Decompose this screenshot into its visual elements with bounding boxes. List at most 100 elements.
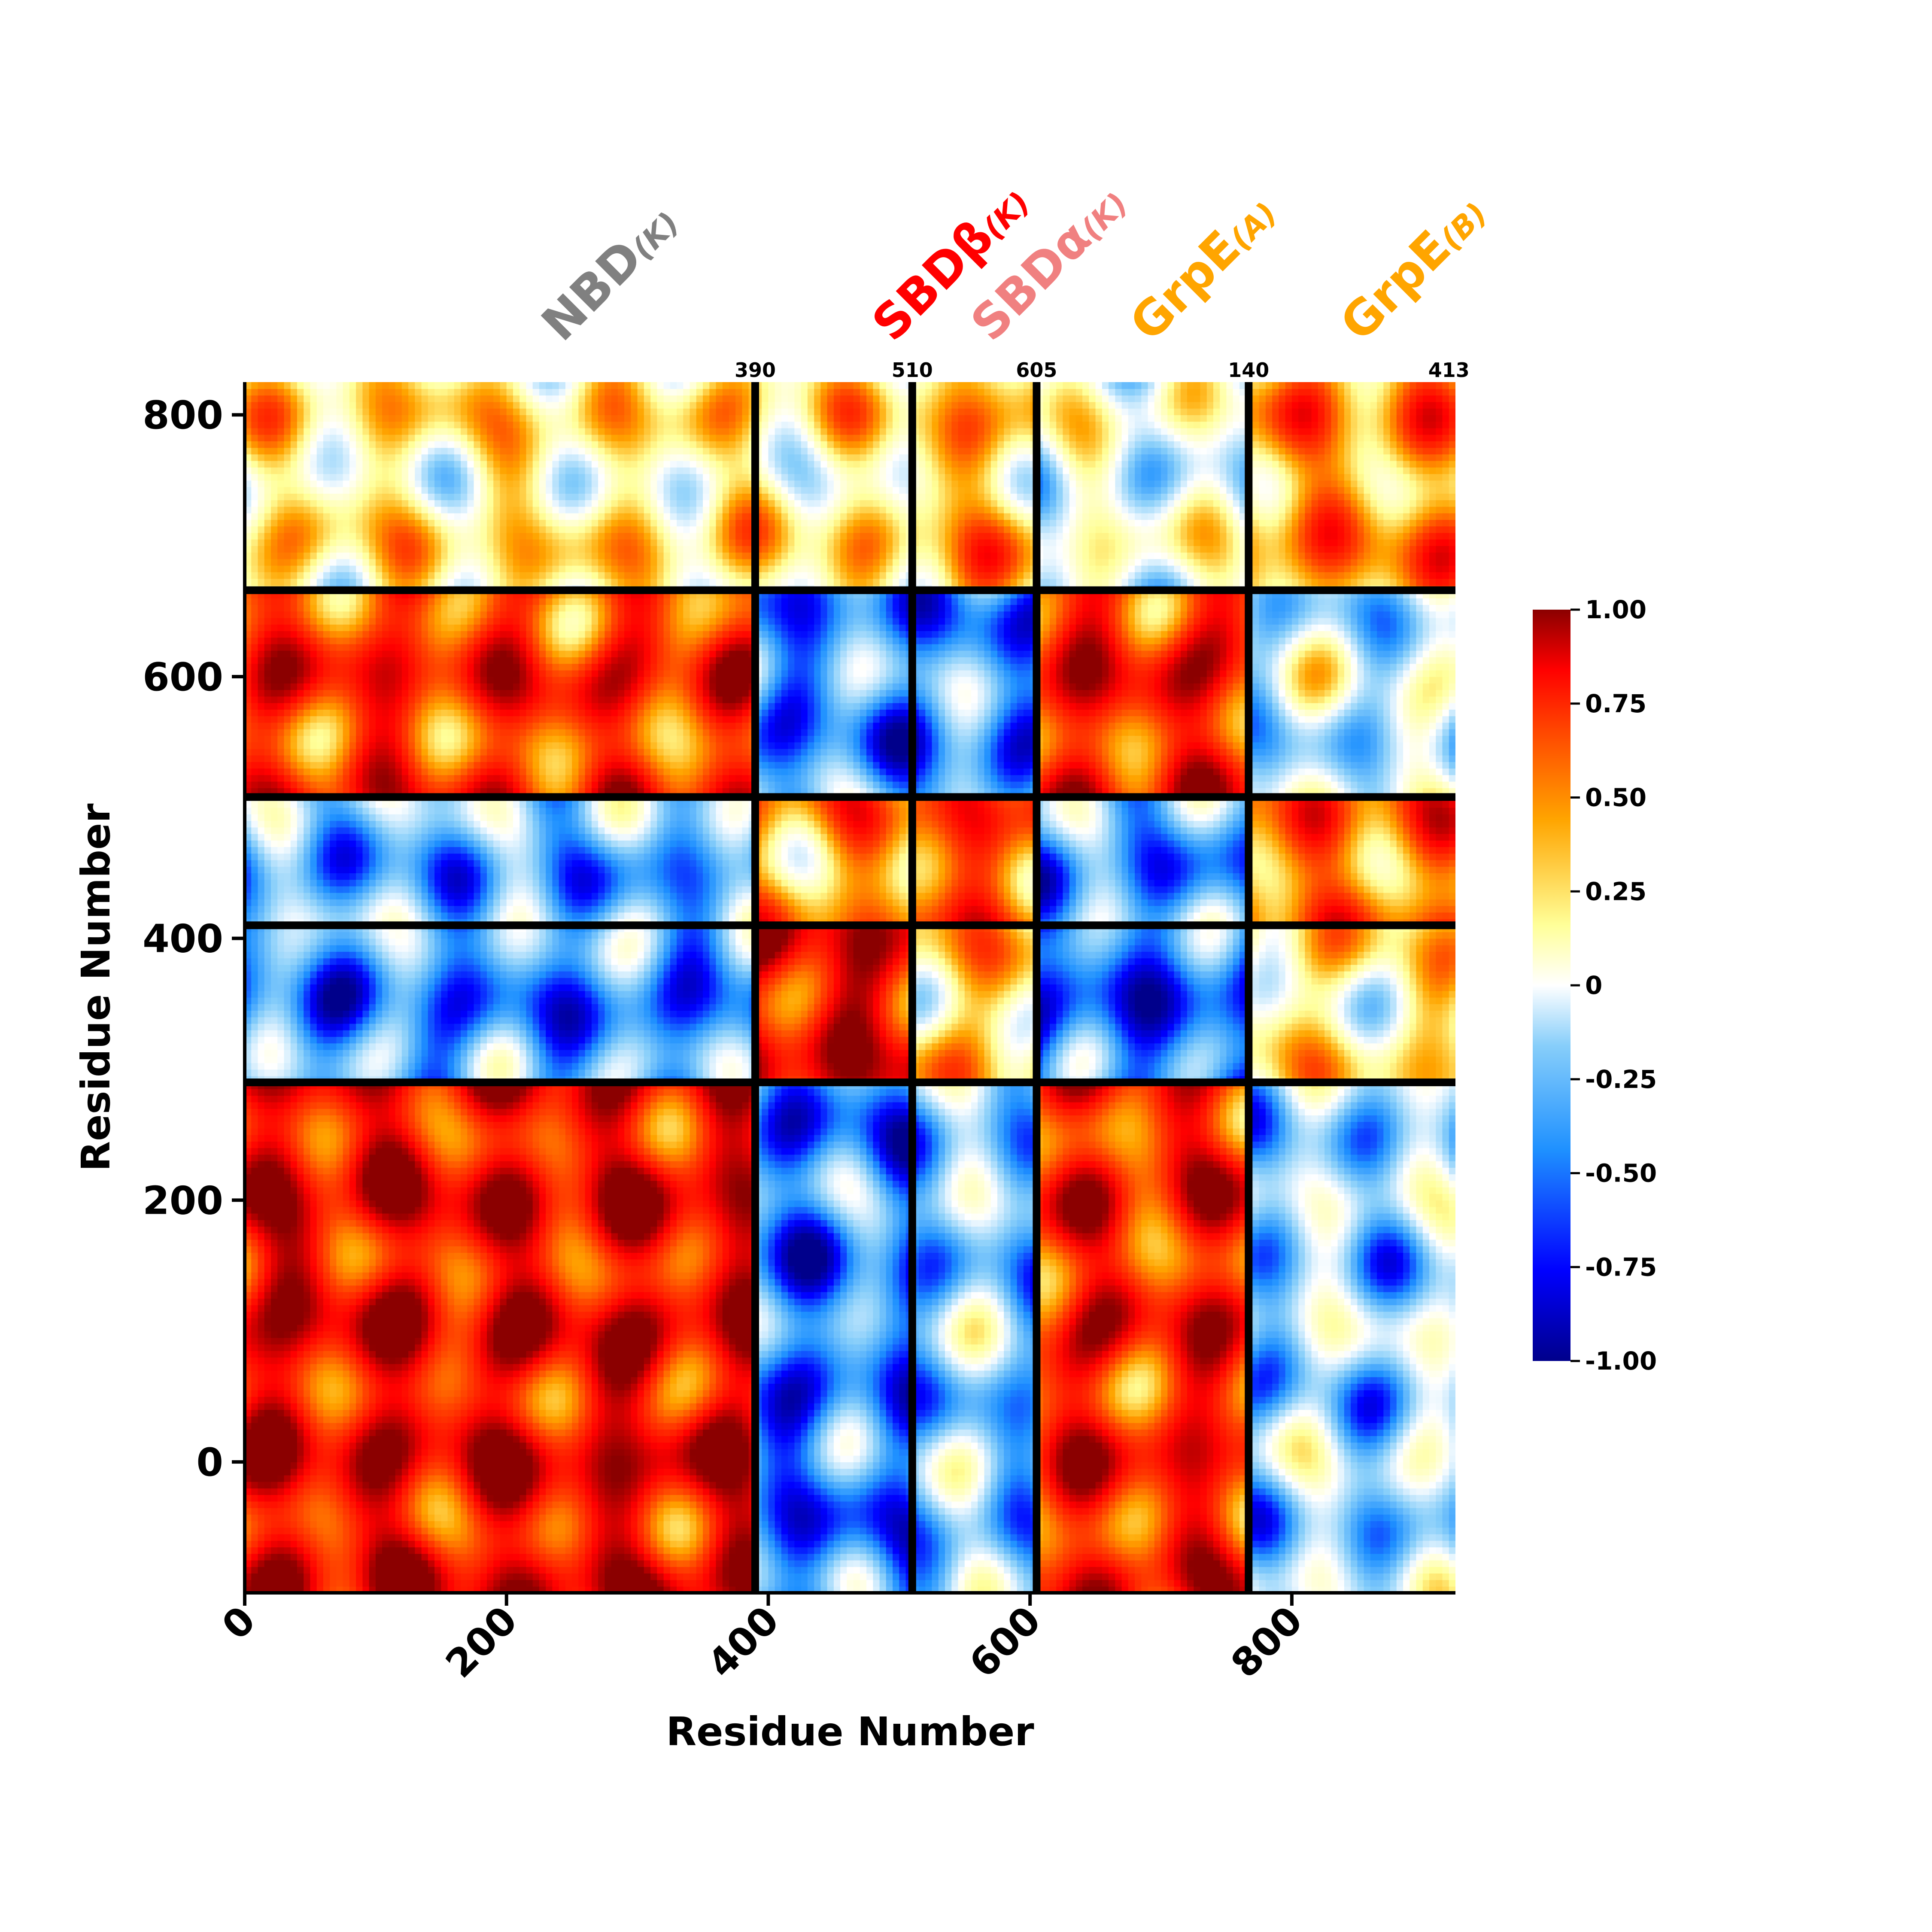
- heatmap-cell: [624, 1468, 632, 1476]
- heatmap-cell: [323, 1514, 330, 1522]
- heatmap-cell: [408, 1580, 416, 1587]
- heatmap-cell: [356, 1495, 363, 1502]
- heatmap-cell: [1161, 1475, 1168, 1482]
- heatmap-cell: [945, 1442, 952, 1449]
- heatmap-cell: [873, 1436, 880, 1443]
- heatmap-cell: [1109, 1553, 1116, 1561]
- heatmap-cell: [1357, 1468, 1364, 1476]
- heatmap-cell: [1095, 1553, 1103, 1561]
- heatmap-cell: [1318, 1436, 1325, 1443]
- heatmap-cell: [893, 1547, 900, 1554]
- heatmap-cell: [1206, 1416, 1214, 1423]
- heatmap-cell: [768, 1540, 775, 1548]
- heatmap-cell: [401, 1462, 409, 1469]
- heatmap-cell: [500, 1462, 507, 1469]
- heatmap-cell: [1063, 1429, 1070, 1436]
- heatmap-cell: [1449, 1507, 1455, 1515]
- heatmap-cell: [617, 1455, 625, 1462]
- heatmap-cell: [624, 1507, 632, 1515]
- heatmap-cell: [657, 1481, 664, 1488]
- heatmap-cell: [572, 1449, 579, 1456]
- heatmap-cell: [1141, 1521, 1148, 1528]
- heatmap-cell: [644, 1567, 651, 1574]
- heatmap-cell: [382, 1475, 389, 1482]
- heatmap-cell: [493, 1567, 501, 1574]
- heatmap-cell: [1259, 1540, 1266, 1548]
- heatmap-cell: [1187, 1514, 1194, 1522]
- heatmap-cell: [408, 1573, 416, 1580]
- heatmap-cell: [1344, 1442, 1351, 1449]
- heatmap-cell: [572, 1436, 579, 1443]
- heatmap-cell: [860, 1416, 867, 1423]
- heatmap-cell: [310, 1560, 317, 1567]
- heatmap-cell: [1305, 1527, 1312, 1534]
- heatmap-cell: [356, 1560, 363, 1567]
- heatmap-cell: [624, 1429, 632, 1436]
- heatmap-cell: [1102, 1455, 1109, 1462]
- heatmap-cell: [1206, 1580, 1214, 1587]
- heatmap-cell: [1331, 1462, 1338, 1469]
- heatmap-cell: [722, 1547, 729, 1554]
- heatmap-cell: [709, 1481, 717, 1488]
- heatmap-cell: [1075, 1547, 1083, 1554]
- heatmap-cell: [1396, 1481, 1403, 1488]
- heatmap-cell: [578, 1547, 586, 1554]
- heatmap-cell: [532, 1514, 540, 1522]
- heatmap-cell: [513, 1560, 520, 1567]
- heatmap-cell: [1442, 1573, 1449, 1580]
- heatmap-cell: [853, 1534, 860, 1541]
- heatmap-cell: [1383, 1567, 1391, 1574]
- heatmap-cell: [657, 1455, 664, 1462]
- heatmap-cell: [467, 1547, 474, 1554]
- heatmap-cell: [598, 1422, 605, 1430]
- heatmap-cell: [1259, 1442, 1266, 1449]
- heatmap-cell: [349, 1534, 356, 1541]
- heatmap-cell: [1265, 1534, 1273, 1541]
- heatmap-cell: [310, 1567, 317, 1574]
- heatmap-cell: [1422, 1514, 1430, 1522]
- heatmap-cell: [1226, 1567, 1233, 1574]
- heatmap-cell: [1004, 1553, 1011, 1561]
- heatmap-cell: [1135, 1481, 1142, 1488]
- heatmap-cell: [1429, 1560, 1436, 1567]
- heatmap-cell: [644, 1495, 651, 1502]
- heatmap-cell: [1383, 1468, 1391, 1476]
- heatmap-cell: [1135, 1475, 1142, 1482]
- heatmap-cell: [546, 1429, 553, 1436]
- heatmap-cell: [480, 1553, 487, 1561]
- heatmap-cell: [1102, 1573, 1109, 1580]
- heatmap-cell: [1069, 1468, 1076, 1476]
- heatmap-cell: [709, 1449, 717, 1456]
- heatmap-cell: [735, 1547, 743, 1554]
- heatmap-cell: [1115, 1449, 1122, 1456]
- heatmap-cell: [585, 1553, 592, 1561]
- heatmap-cell: [958, 1534, 965, 1541]
- heatmap-cell: [1180, 1442, 1188, 1449]
- heatmap-cell: [879, 1580, 887, 1587]
- heatmap-cell: [775, 1495, 782, 1502]
- heatmap-cell: [690, 1573, 697, 1580]
- heatmap-cell: [709, 1567, 717, 1574]
- heatmap-cell: [336, 1501, 343, 1508]
- heatmap-cell: [945, 1449, 952, 1456]
- heatmap-cell: [415, 1507, 422, 1515]
- heatmap-cell: [539, 1436, 546, 1443]
- heatmap-cell: [742, 1462, 749, 1469]
- heatmap-cell: [1449, 1501, 1455, 1508]
- heatmap-cell: [552, 1429, 559, 1436]
- heatmap-cell: [316, 1436, 324, 1443]
- heatmap-cell: [716, 1567, 723, 1574]
- heatmap-cell: [932, 1462, 939, 1469]
- heatmap-cell: [1364, 1455, 1371, 1462]
- heatmap-cell: [617, 1534, 625, 1541]
- heatmap-cell: [978, 1481, 985, 1488]
- heatmap-cell: [984, 1462, 991, 1469]
- heatmap-cell: [650, 1534, 658, 1541]
- heatmap-cell: [978, 1534, 985, 1541]
- heatmap-cell: [605, 1442, 612, 1449]
- heatmap-cell: [1351, 1442, 1358, 1449]
- heatmap-cell: [1200, 1527, 1207, 1534]
- heatmap-cell: [598, 1449, 605, 1456]
- heatmap-cell: [788, 1501, 795, 1508]
- heatmap-cell: [1239, 1580, 1246, 1587]
